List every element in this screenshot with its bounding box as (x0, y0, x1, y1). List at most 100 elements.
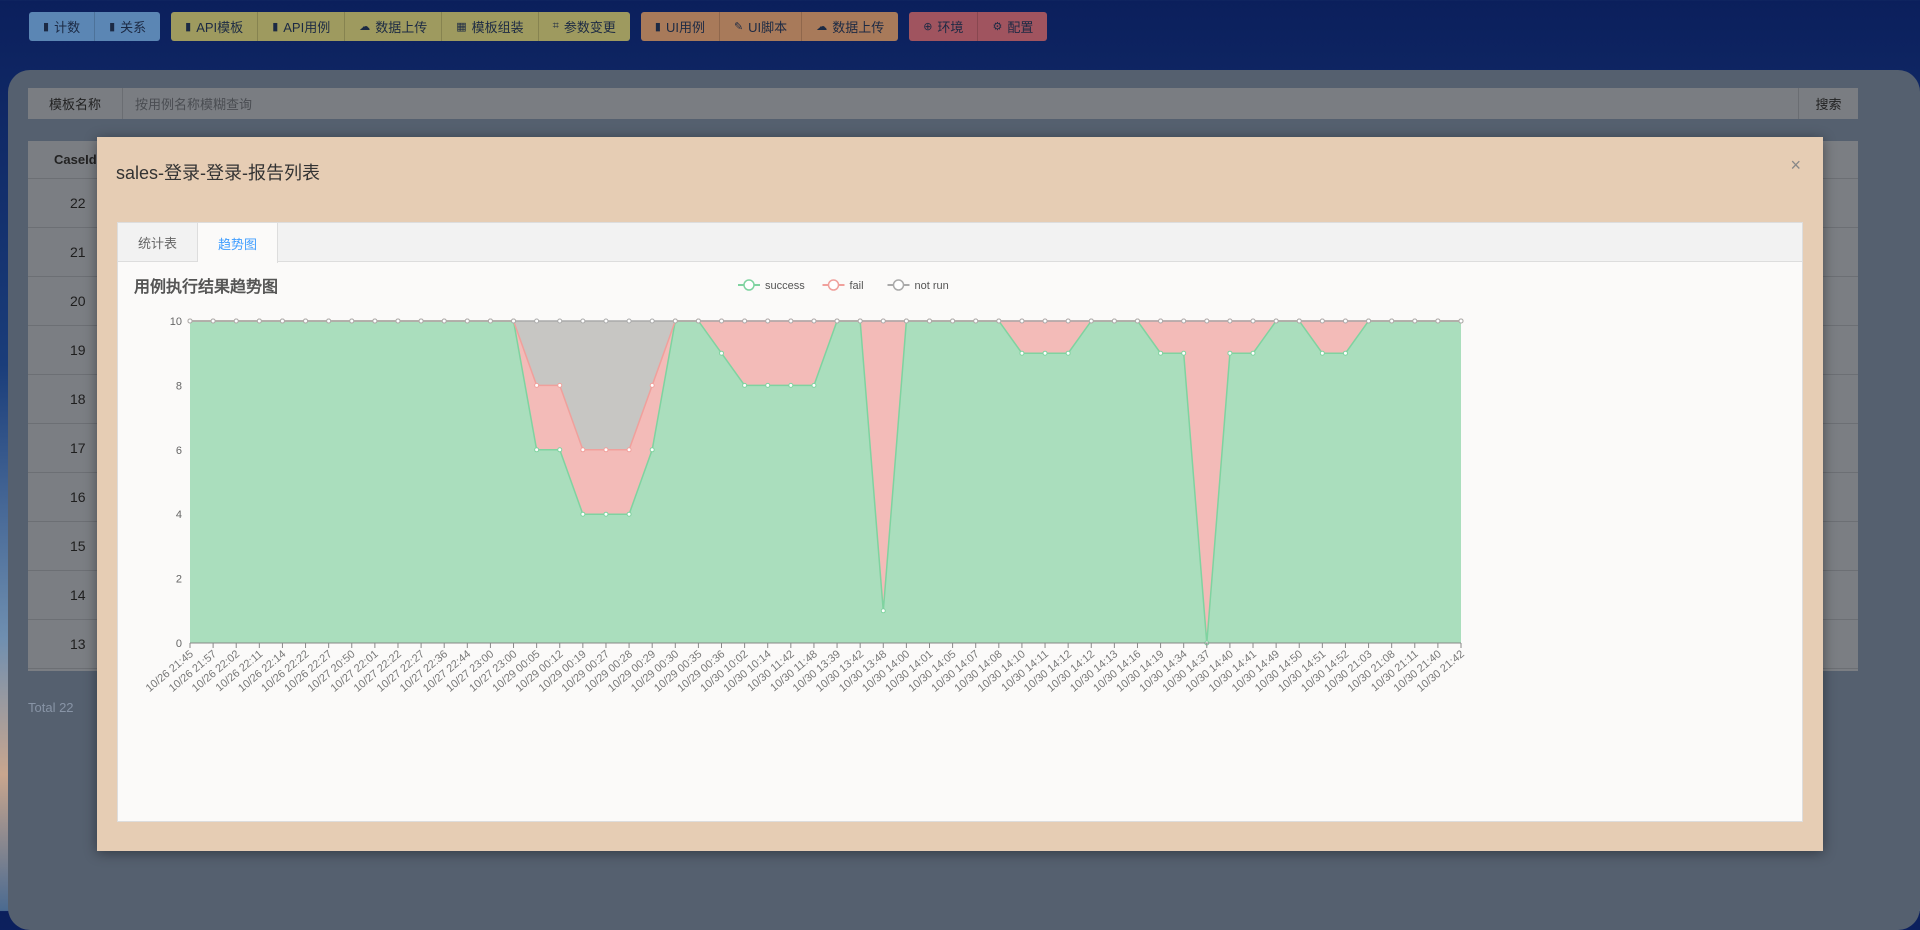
not-run-point (303, 318, 309, 324)
legend-label-not-run: not run (915, 280, 949, 292)
success-area (190, 321, 1461, 643)
success-point (649, 447, 655, 453)
gear-icon: ⚙ (992, 21, 1003, 33)
success-point (811, 382, 817, 388)
toolbar-group: ⊕ 环境 ⚙ 配置 (909, 12, 1048, 41)
not-run-point (672, 318, 678, 324)
close-icon[interactable]: × (1790, 155, 1801, 175)
success-point (788, 382, 794, 388)
not-run-point (1412, 318, 1418, 324)
not-run-point (464, 318, 470, 324)
tab-1[interactable]: 趋势图 (198, 223, 279, 263)
not-run-point (580, 318, 586, 324)
not-run-point (973, 318, 979, 324)
search-label: 模板名称 (28, 88, 123, 119)
search-input[interactable]: 按用例名称模糊查询 (135, 97, 253, 112)
not-run-point (626, 318, 632, 324)
fail-point (649, 382, 655, 388)
not-run-point (1273, 318, 1279, 324)
toolbar-button-label: UI用例 (665, 20, 705, 35)
success-point (1181, 350, 1187, 356)
toolbar-button[interactable]: ⌗ 参数变更 (538, 12, 630, 41)
not-run-point (1366, 318, 1372, 324)
not-run-point (256, 318, 262, 324)
not-run-point (857, 318, 863, 324)
bar-chart-icon: ▮ (109, 21, 116, 33)
success-point (1065, 350, 1071, 356)
cloud-upload-icon: ☁ (359, 21, 371, 33)
tab-0[interactable]: 统计表 (118, 223, 199, 261)
not-run-point (834, 318, 840, 324)
not-run-point (695, 318, 701, 324)
y-tick-label: 6 (176, 445, 182, 457)
report-list-modal: sales-登录-登录-报告列表 × 统计表 趋势图 用例执行结果趋势图 0 2 4 6 8… (97, 137, 1823, 851)
not-run-point (1319, 318, 1325, 324)
toolbar-button-label: 环境 (937, 20, 964, 35)
edit-icon: ✎ (733, 21, 744, 33)
clipboard-icon: ▮ (272, 21, 279, 33)
fail-point (580, 447, 586, 453)
not-run-point (1250, 318, 1256, 324)
not-run-point (233, 318, 239, 324)
success-point (1158, 350, 1164, 356)
tab-bar: 统计表 趋势图 (118, 223, 1802, 263)
toolbar-button[interactable]: ▮ 关系 (95, 12, 161, 41)
success-point (719, 350, 725, 356)
legend-marker (892, 279, 905, 291)
not-run-point (1065, 318, 1071, 324)
success-point (534, 447, 540, 453)
legend-label-success: success (765, 280, 805, 292)
not-run-point (996, 318, 1002, 324)
y-tick-label: 0 (176, 638, 182, 650)
grid-icon: ▦ (456, 21, 467, 33)
not-run-point (441, 318, 447, 324)
plus-circle-icon: ⊕ (923, 21, 933, 33)
toolbar-button[interactable]: ▦ 模板组装 (442, 12, 539, 41)
toolbar-button[interactable]: ▮ 计数 (29, 12, 96, 41)
toolbar-button[interactable]: ▮ API用例 (258, 12, 346, 41)
not-run-point (649, 318, 655, 324)
y-tick-label: 10 (170, 316, 182, 328)
toolbar-button-label: 配置 (1007, 20, 1034, 35)
legend-marker (827, 279, 840, 291)
not-run-point (534, 318, 540, 324)
fail-point (534, 382, 540, 388)
cloud-upload-icon: ☁ (816, 21, 828, 33)
not-run-point (487, 318, 493, 324)
toolbar-button-label: API用例 (283, 20, 331, 35)
toolbar-button-label: API模板 (196, 20, 244, 35)
success-point (603, 511, 609, 517)
not-run-point (349, 318, 355, 324)
toolbar-button[interactable]: ✎ UI脚本 (719, 12, 803, 41)
toolbar-button[interactable]: ▮ API模板 (171, 12, 259, 41)
toolbar-button[interactable]: ⊕ 环境 (909, 12, 979, 41)
clipboard-icon: ▮ (654, 21, 661, 33)
not-run-point (719, 318, 725, 324)
not-run-point (1181, 318, 1187, 324)
success-point (1019, 350, 1025, 356)
not-run-point (1088, 318, 1094, 324)
toolbar-button-label: 关系 (120, 20, 147, 35)
not-run-point (903, 318, 909, 324)
success-point (1227, 350, 1233, 356)
chart-title: 用例执行结果趋势图 (134, 277, 278, 296)
fail-point (557, 382, 563, 388)
toolbar-button[interactable]: ▮ UI用例 (640, 12, 720, 41)
fail-point (603, 447, 609, 453)
not-run-point (950, 318, 956, 324)
toolbar-button[interactable]: ⚙ 配置 (978, 12, 1048, 41)
not-run-point (742, 318, 748, 324)
not-run-point (1019, 318, 1025, 324)
legend-marker (743, 279, 755, 291)
not-run-point (765, 318, 771, 324)
toolbar-button-label: 数据上传 (832, 20, 885, 35)
toolbar-button[interactable]: ☁ 数据上传 (802, 12, 899, 41)
toolbar-button[interactable]: ☁ 数据上传 (345, 12, 443, 41)
total-count: Total 22 (28, 700, 74, 715)
not-run-point (1134, 318, 1140, 324)
search-button[interactable]: 搜索 (1798, 88, 1858, 119)
not-run-point (326, 318, 332, 324)
toolbar-button-label: UI脚本 (748, 20, 788, 35)
not-run-point (279, 318, 285, 324)
